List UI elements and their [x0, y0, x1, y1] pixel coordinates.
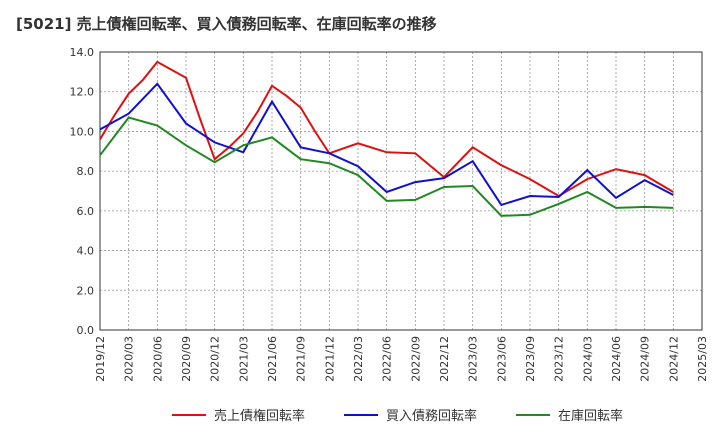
x-tick-label: 2024/12 — [667, 336, 680, 382]
y-tick-label: 0.0 — [77, 324, 95, 337]
x-tick-label: 2022/03 — [352, 336, 365, 382]
x-tick-label: 2020/12 — [209, 336, 222, 382]
x-tick-label: 2024/06 — [610, 336, 623, 382]
x-tick-label: 2025/03 — [696, 336, 709, 382]
x-tick-label: 2021/12 — [323, 336, 336, 382]
x-tick-label: 2019/12 — [94, 336, 107, 382]
y-tick-label: 12.0 — [70, 86, 95, 99]
x-tick-label: 2024/09 — [639, 336, 652, 382]
x-tick-label: 2024/03 — [581, 336, 594, 382]
x-tick-label: 2021/09 — [295, 336, 308, 382]
x-tick-label: 2022/06 — [381, 336, 394, 382]
x-tick-label: 2023/03 — [467, 336, 480, 382]
plot-frame — [99, 51, 703, 331]
series-line-1 — [99, 60, 674, 198]
x-tick-label: 2023/12 — [553, 336, 566, 382]
legend: 売上債権回転率 買入債務回転率 在庫回転率 — [172, 408, 623, 424]
x-tick-label: 2023/09 — [524, 336, 537, 382]
x-tick-label: 2022/12 — [438, 336, 451, 382]
y-axis-ticks: 0.0 2.0 4.0 6.0 8.0 10.0 12.0 14.0 — [70, 46, 95, 337]
series-line-3 — [99, 116, 674, 217]
x-tick-label: 2020/06 — [151, 336, 164, 382]
x-axis-ticks: 2019/12 2020/03 2020/06 2020/09 2020/12 2021/… — [94, 336, 709, 382]
grid — [100, 52, 702, 330]
y-tick-label: 8.0 — [77, 165, 95, 178]
legend-label-1: 売上債権回転率 — [214, 408, 305, 424]
x-tick-label: 2020/09 — [180, 336, 193, 382]
x-tick-label: 2021/06 — [266, 336, 279, 382]
x-tick-label: 2020/03 — [123, 336, 136, 382]
legend-label-3: 在庫回転率 — [558, 408, 623, 424]
x-tick-label: 2021/03 — [237, 336, 250, 382]
y-tick-label: 14.0 — [70, 46, 95, 59]
y-tick-label: 10.0 — [70, 125, 95, 138]
legend-label-2: 買入債務回転率 — [386, 408, 477, 424]
series-group — [99, 60, 674, 217]
x-tick-label: 2023/06 — [495, 336, 508, 382]
y-tick-label: 2.0 — [77, 284, 95, 297]
x-tick-label: 2022/09 — [409, 336, 422, 382]
series-line-2 — [99, 82, 674, 207]
chart-title: [5021] 売上債権回転率、買入債務回転率、在庫回転率の推移 — [16, 15, 437, 33]
y-tick-label: 6.0 — [77, 205, 95, 218]
y-tick-label: 4.0 — [77, 245, 95, 258]
